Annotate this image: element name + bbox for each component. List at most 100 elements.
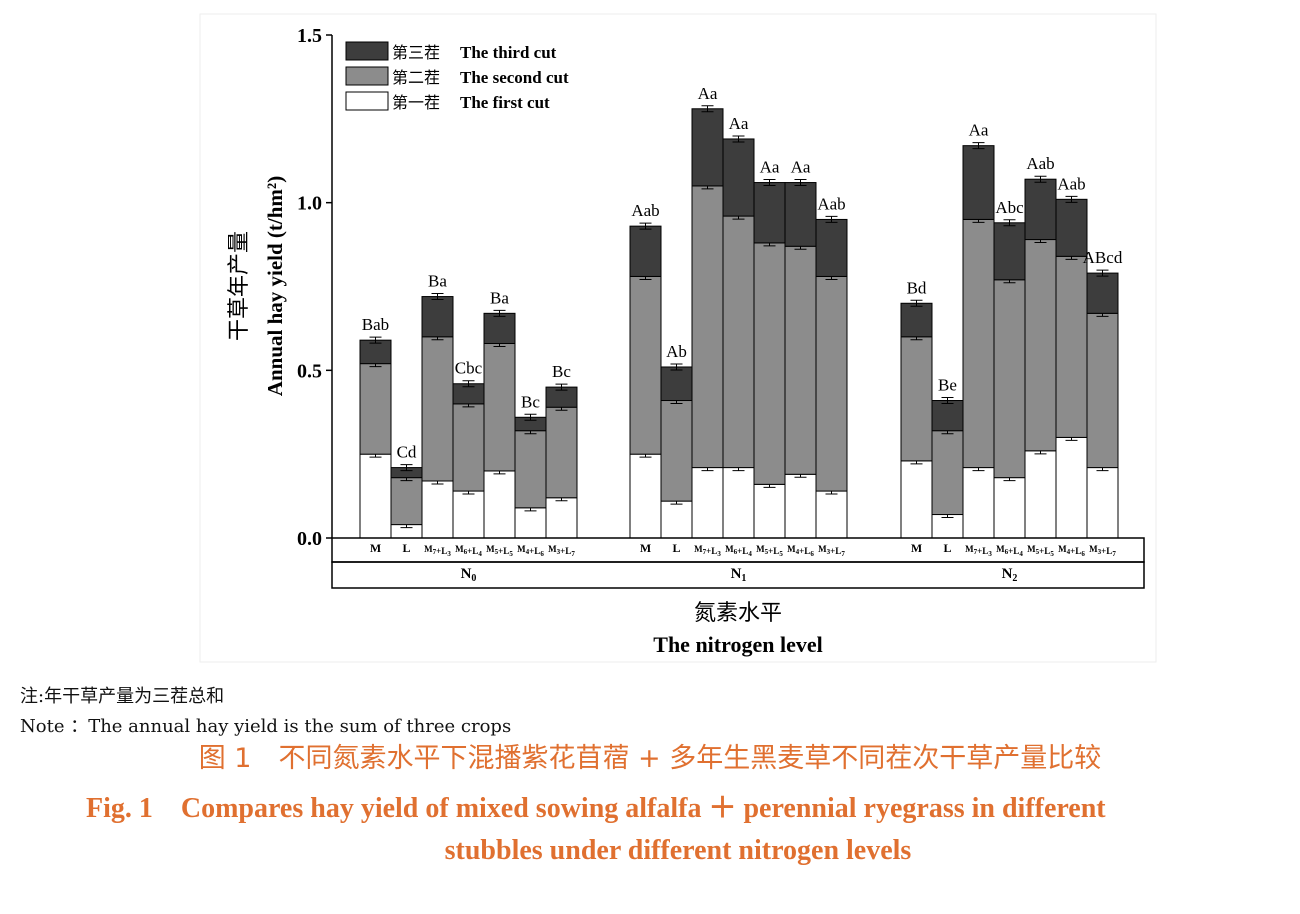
significance-label: Aa [969,121,989,140]
error-bar [400,464,413,472]
error-bar [1003,219,1016,227]
bar-first-cut [421,480,454,539]
bar-first-cut [962,467,995,539]
category-label: M7+L3 [965,544,992,558]
significance-label: Bc [552,362,571,381]
bar-first-cut [452,490,485,539]
legend-label-second-en: The second cut [460,68,569,87]
bar-third-cut [722,138,755,217]
x-axis: M L M7+L3 M6+L4 M5+L5 M4+L6 M3+L7 N0 M L M7+L3 M6+L… [331,537,1145,589]
group-label: N0 [461,566,477,584]
bar-first-cut [545,497,578,539]
bar-second-cut [753,242,786,485]
error-bar [972,142,985,150]
significance-label: Aab [631,201,659,220]
note-cn: 注:年干草产量为三茬总和 [20,686,225,707]
axes: 0.0 0.5 1.0 1.5 [297,25,333,550]
significance-label: Ba [428,272,447,291]
bar-first-cut [483,470,516,539]
error-bar [462,380,475,388]
bar-third-cut [931,400,964,432]
bar-first-cut [1024,450,1057,539]
bar-first-cut [900,460,933,539]
error-bar [732,135,745,143]
error-bar [763,179,776,187]
bar-second-cut [545,406,578,499]
significance-label: Cd [397,443,417,462]
bar-second-cut [1024,239,1057,452]
significance-label: Be [938,376,957,395]
bar-first-cut [660,500,693,539]
error-bar [1096,269,1109,277]
significance-label: Abc [995,198,1024,217]
bar-third-cut [993,222,1026,281]
bar-first-cut [931,514,964,539]
error-bar [369,336,382,344]
bar-second-cut [1055,255,1088,438]
error-bar [670,363,683,371]
significance-label: Aa [791,158,811,177]
bar-third-cut [1055,198,1088,257]
significance-label: ABcd [1083,248,1123,267]
error-bar [910,299,923,307]
bar-second-cut [390,477,423,526]
significance-label: Aab [817,194,845,213]
legend-label-third-en: The third cut [460,43,557,62]
error-bar [639,222,652,230]
error-bar [1065,195,1078,203]
category-label: M3+L7 [548,544,575,558]
category-label: M5+L5 [756,544,783,558]
bar-first-cut [753,483,786,539]
bar-second-cut [815,275,848,492]
bar-first-cut [629,453,662,539]
bar-third-cut [815,218,848,277]
category-label: M4+L6 [787,544,814,558]
error-bar [431,293,444,301]
bar-first-cut [514,507,547,539]
bar-second-cut [629,275,662,455]
error-bar [555,383,568,391]
bar-second-cut [691,185,724,469]
bar-second-cut [452,403,485,492]
y-tick-label: 0.5 [297,360,322,382]
category-label: L [943,541,951,555]
significance-label: Aab [1057,174,1085,193]
category-label: M5+L5 [1027,544,1054,558]
y-axis-title: Annual hay yield (t/hm²) [263,176,287,396]
bar-third-cut [691,108,724,187]
category-label: M3+L7 [818,544,845,558]
group-label: N2 [1002,566,1018,584]
category-label: M [911,541,922,555]
significance-label: Aab [1026,154,1054,173]
bar-second-cut [993,279,1026,479]
category-label: L [402,541,410,555]
category-label: M [640,541,651,555]
group-label: N1 [731,566,747,584]
y-tick-label: 0.0 [297,528,322,550]
bar-first-cut [815,490,848,539]
bar-first-cut [1086,467,1119,539]
bar-first-cut [359,453,392,539]
category-label: M6+L4 [725,544,752,558]
figure-caption-en-line2: stubbles under different nitrogen levels [444,835,912,866]
legend-label-second-cn: 第二茬 [392,68,440,87]
legend-swatch-third [345,41,389,61]
category-label: L [672,541,680,555]
bar-second-cut [421,336,454,482]
x-axis-group-row [331,561,1145,589]
category-label: M4+L6 [1058,544,1085,558]
bar-second-cut [514,430,547,509]
bar-second-cut [483,343,516,472]
significance-label: Bc [521,392,540,411]
bar-third-cut [629,225,662,277]
significance-label: Ba [490,288,509,307]
bar-second-cut [962,218,995,469]
bar-third-cut [784,182,817,247]
bar-first-cut [784,473,817,539]
bar-second-cut [931,430,964,516]
y-tick-label: 1.0 [297,193,322,215]
category-label: M [370,541,381,555]
bar-first-cut [1055,436,1088,539]
bar-second-cut [784,245,817,475]
category-label: M4+L6 [517,544,544,558]
